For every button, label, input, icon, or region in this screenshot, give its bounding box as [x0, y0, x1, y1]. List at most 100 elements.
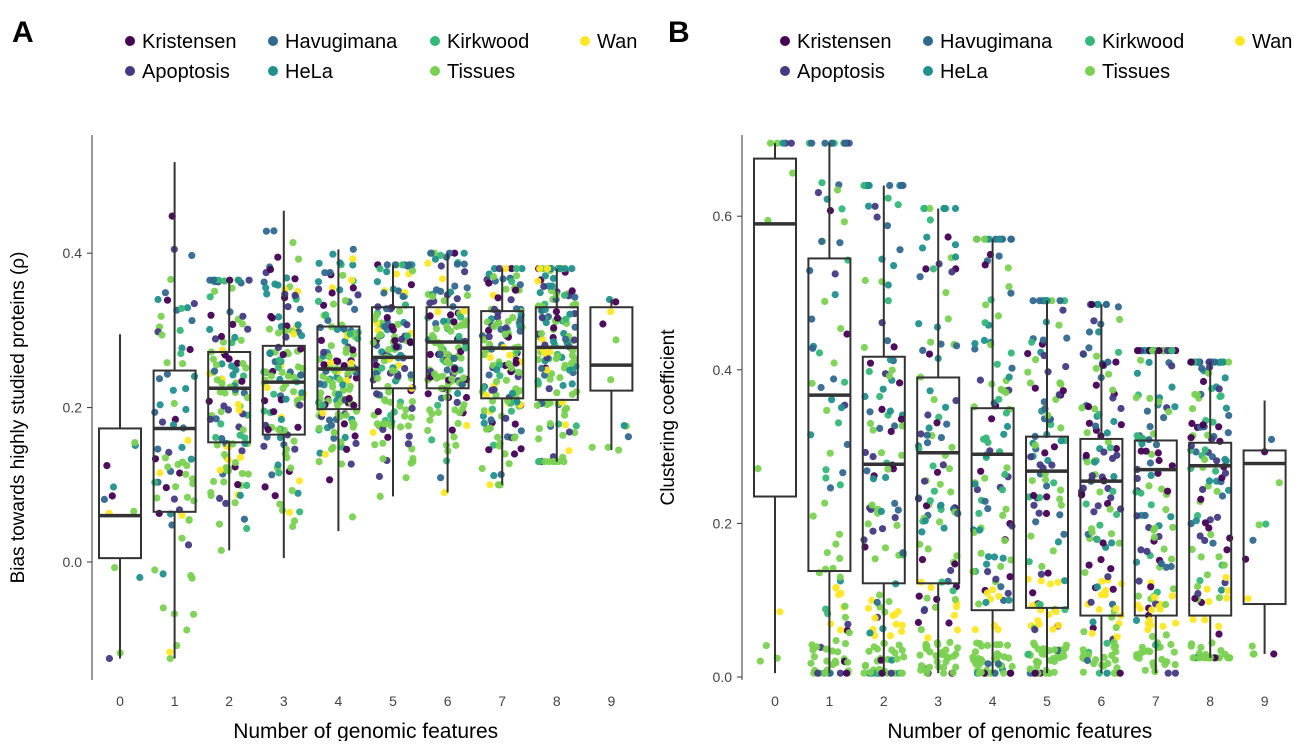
point-wan — [1215, 622, 1223, 630]
point-apoptosis — [239, 312, 247, 320]
point-wan — [1052, 608, 1060, 616]
point-tissues — [977, 656, 985, 664]
point-wan — [544, 265, 552, 273]
point-apoptosis — [1044, 368, 1052, 376]
point-tissues — [1189, 654, 1197, 662]
point-havugimana — [437, 287, 445, 295]
point-apoptosis — [1171, 669, 1179, 677]
point-apoptosis — [485, 333, 493, 341]
point-havugimana — [981, 497, 989, 505]
point-kristensen — [424, 390, 432, 398]
point-tissues — [924, 545, 932, 553]
point-tissues — [546, 420, 554, 428]
point-hela — [1093, 583, 1101, 591]
point-tissues — [1220, 561, 1228, 569]
point-kristensen — [933, 419, 941, 427]
point-hela — [866, 629, 874, 637]
point-kirkwood — [457, 313, 465, 321]
point-kristensen — [1112, 358, 1120, 366]
point-kristensen — [1088, 300, 1096, 309]
point-wan — [1168, 592, 1176, 600]
point-tissues — [437, 342, 445, 350]
point-tissues — [447, 327, 455, 335]
panel-B: B Kristensen Havugimana Kirkwood Wan Apoptosi… — [658, 16, 1292, 743]
point-kirkwood — [984, 438, 992, 446]
x-tick-label: 1 — [826, 693, 834, 709]
point-tissues — [1055, 321, 1063, 329]
point-tissues — [396, 402, 404, 410]
point-hela — [1171, 403, 1179, 411]
point-tissues — [823, 549, 831, 557]
legend-label-apoptosis: Apoptosis — [142, 61, 230, 83]
point-apoptosis — [379, 425, 387, 433]
point-tissues — [1057, 501, 1065, 509]
point-havugimana — [188, 317, 196, 325]
point-hela — [1132, 616, 1141, 625]
point-kristensen — [186, 345, 194, 354]
point-tissues — [275, 426, 283, 434]
point-apoptosis — [405, 432, 413, 440]
point-apoptosis — [165, 448, 173, 456]
y-tick-label: 0.0 — [713, 669, 733, 685]
point-hela — [294, 321, 302, 329]
point-apoptosis — [869, 527, 877, 535]
point-apoptosis — [1090, 317, 1098, 325]
boxes — [753, 143, 1287, 674]
point-tissues — [239, 426, 247, 434]
point-tissues — [1005, 283, 1013, 291]
point-hela — [556, 265, 564, 273]
point-tissues — [317, 389, 325, 397]
point-tissues — [972, 235, 981, 243]
point-kirkwood — [220, 277, 228, 285]
legend-label-tissues: Tissues — [1102, 61, 1170, 83]
point-hela — [779, 139, 787, 147]
point-kristensen — [1155, 456, 1163, 465]
point-apoptosis — [184, 541, 193, 549]
point-tissues — [936, 480, 944, 488]
point-hela — [294, 489, 302, 497]
point-havugimana — [382, 305, 391, 313]
point-apoptosis — [211, 335, 220, 343]
point-apoptosis — [1031, 626, 1039, 634]
point-kirkwood — [1036, 494, 1044, 502]
point-havugimana — [1143, 407, 1151, 415]
legend-label-wan: Wan — [1252, 31, 1292, 53]
point-hela — [1108, 539, 1116, 547]
point-havugimana — [330, 434, 338, 442]
point-tissues — [1201, 654, 1209, 662]
point-apoptosis — [1213, 457, 1221, 465]
point-tissues — [383, 420, 392, 428]
point-wan — [326, 359, 335, 367]
x-tick-label: 5 — [1043, 693, 1051, 709]
point-kirkwood — [860, 181, 868, 190]
point-kirkwood — [488, 405, 496, 413]
point-apoptosis — [494, 313, 502, 321]
point-apoptosis — [216, 494, 224, 502]
point-kristensen — [1041, 449, 1049, 457]
point-kristensen — [374, 408, 382, 416]
point-tissues — [841, 613, 850, 621]
point-wan — [460, 307, 468, 315]
point-havugimana — [984, 660, 992, 668]
point-apoptosis — [873, 213, 881, 221]
point-wan — [348, 276, 356, 284]
point-havugimana — [349, 245, 357, 253]
point-kirkwood — [241, 434, 249, 442]
point-tissues — [898, 646, 906, 654]
point-kristensen — [171, 415, 179, 423]
point-hela — [1138, 440, 1146, 448]
point-tissues — [828, 661, 837, 669]
point-kristensen — [233, 359, 241, 367]
point-havugimana — [1083, 656, 1092, 665]
point-tissues — [182, 470, 190, 478]
point-tissues — [217, 546, 225, 555]
point-hela — [516, 322, 524, 330]
point-kirkwood — [1113, 510, 1121, 519]
point-wan — [565, 447, 573, 455]
point-hela — [335, 390, 343, 398]
point-tissues — [461, 321, 469, 329]
point-kristensen — [485, 279, 493, 287]
point-hela — [548, 282, 556, 290]
point-hela — [1103, 429, 1111, 437]
point-havugimana — [916, 273, 924, 281]
